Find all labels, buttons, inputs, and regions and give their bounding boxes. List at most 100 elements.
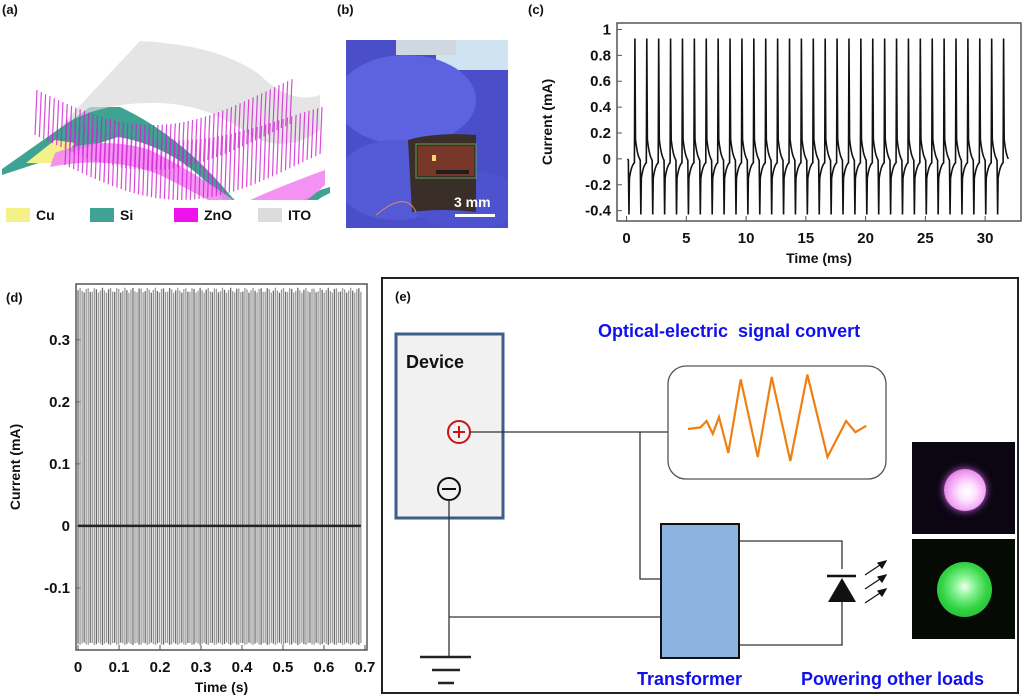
y-tick-label: 0 [603,151,611,168]
led-photo-green [912,539,1015,639]
pulse-trace [698,38,712,215]
pulse-trace [721,38,736,215]
x-tick-label: 5 [682,230,690,247]
x-axis-title: Time (ms) [786,250,852,266]
panel-a-label: (a) [2,2,18,17]
x-tick-label: 0.7 [355,659,376,676]
x-tick-label: 10 [738,230,755,247]
pulse-trace [983,38,998,215]
y-tick-label: 0.2 [49,394,70,411]
x-tick-label: 30 [977,230,994,247]
pulse-trace [852,38,867,215]
transformer-box [660,523,740,659]
panel-d-label: (d) [6,290,23,305]
zno-nanowires [34,79,323,200]
x-tick-label: 0 [622,230,630,247]
y-axis-title: Current (mA) [539,79,555,165]
legend-swatch-si [90,208,114,222]
x-axis-title: Time (s) [195,679,248,695]
pulse-trace [662,38,677,215]
legend-swatch-cu [6,208,30,222]
pulse-trace [650,38,665,215]
pulse-trace [805,38,819,215]
y-tick-label: 0.3 [49,332,70,349]
led-photo-pink [912,442,1015,534]
legend-swatch-zno [174,208,198,222]
pulse-trace [781,38,795,215]
panel-c-label: (c) [528,2,544,17]
pulse-trace [829,38,843,215]
ground-icon [420,655,471,685]
circuit-wiring [394,332,888,685]
powering-loads-label: Powering other loads [801,669,985,689]
legend-label-zno: ZnO [204,207,232,223]
pulse-trace [924,38,938,215]
pulse-trace [757,38,772,215]
y-tick-label: 0.8 [590,47,611,64]
wire-positive-to-transformer [639,432,661,580]
y-axis-title: Current (mA) [7,424,23,510]
panel-e-circuit-diagram: (e) [381,277,1019,694]
transformer-label: Transformer [637,669,743,689]
legend-swatch-ito [258,208,282,222]
y-tick-label: 0.6 [590,73,611,90]
pulse-trace [900,38,914,215]
device-schematic-illustration [2,41,330,200]
wire-led-to-transformer-bottom [740,599,843,646]
pulse-trace [912,38,926,215]
pulse-trace [745,38,760,215]
y-tick-label: -0.4 [585,203,612,220]
plot-frame [75,283,368,651]
gloved-hand-photo [346,40,508,228]
pulse-trace [638,38,653,215]
x-tick-label: 0.1 [109,659,130,676]
y-tick-label: 0 [62,518,70,535]
panel-e-label: (e) [395,289,411,304]
scale-bar [455,214,495,217]
x-tick-label: 0.4 [232,659,254,676]
y-tick-label: 1 [603,21,611,38]
pulse-trace [959,38,974,215]
signal-waveform [687,374,867,462]
y-tick-label: 0.1 [49,456,70,473]
device-label: Device [406,352,465,372]
pulse-trace [686,38,700,215]
pulse-trace [626,38,641,215]
pulse-trace [793,38,807,215]
pulse-trace [995,38,1010,215]
y-tick-label: -0.1 [44,580,70,597]
chart-d-current-vs-time-s: 0 0.1 0.2 0.3 0.4 0.5 0.6 0.7 -0.1 0 0.1 0.2 0.3 Time… [7,283,376,695]
pulse-trace [674,38,688,215]
green-led-glow [937,562,992,617]
pulse-trace [888,38,903,215]
signal-convert-title: Optical-electric signal convert [598,321,861,341]
pulse-trace [864,38,879,215]
x-tick-label: 0.5 [273,659,294,676]
plot-frame [616,22,1022,222]
device-photo: 3 mm [346,40,508,228]
scale-bar-label: 3 mm [454,194,491,210]
x-tick-label: 0.6 [314,659,335,676]
pulse-trace [817,38,831,215]
ito-top-layer [60,41,320,144]
led-diode-icon [827,560,888,604]
pulse-trace [710,38,724,215]
pink-led-glow [944,469,986,511]
legend-label-ito: ITO [288,207,312,223]
wire-transformer-to-led-top [740,540,843,569]
legend-label-si: Si [120,207,134,223]
x-tick-label: 25 [917,230,934,247]
chart-c-current-vs-time-ms: 0 5 10 15 20 25 30 -0.4 -0.2 0 0.2 0.4 0.6 0.8 1 Time (… [539,21,1022,266]
panel-b-label: (b) [337,2,354,17]
pulse-trace [971,38,986,215]
x-tick-label: 0.2 [150,659,171,676]
legend-label-cu: Cu [36,207,55,223]
x-tick-label: 15 [798,230,815,247]
pulse-trace [840,38,855,215]
y-tick-label: 0.2 [590,125,611,142]
pulse-trace [876,38,891,215]
pulse-trace [947,38,962,215]
x-tick-label: 20 [857,230,874,247]
x-tick-label: 0.3 [191,659,212,676]
y-tick-label: 0.4 [590,99,612,116]
